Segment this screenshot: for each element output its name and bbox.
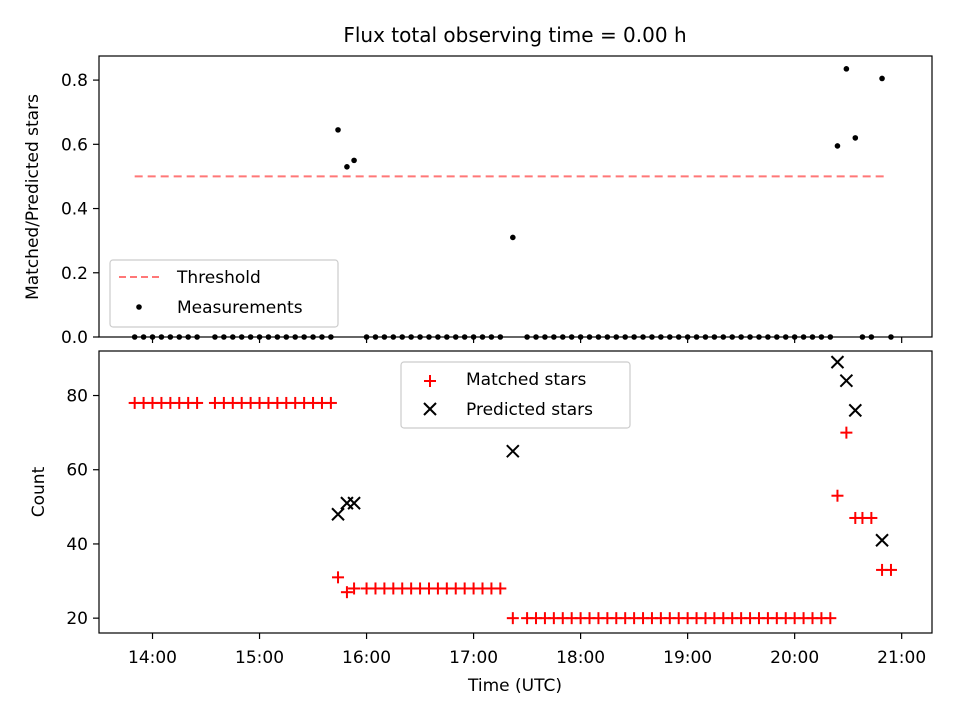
measurement-point [843,66,850,72]
top-panel-flux-ratio: Flux total observing time = 0.00 h Match… [23,23,933,348]
matched-star-point [840,426,853,439]
x-tick-label: 17:00 [449,648,498,668]
top-y-tick-label: 0.0 [61,328,88,348]
x-tick-label: 20:00 [770,648,819,668]
x-tick-label: 19:00 [663,648,712,668]
measurement-point [351,157,357,164]
legend-predicted-swatch [423,402,437,416]
predicted-star-point [331,507,345,521]
top-y-axis-label: Matched/Predicted stars [23,94,43,300]
top-y-tick-label: 0.6 [61,135,88,155]
bottom-y-axis-label: Count [29,466,49,517]
measurement-point [510,234,516,241]
predicted-star-point [839,373,854,388]
bottom-panel-counts: Count Time (UTC) 20 40 60 80 14:00 15:00 16:0… [29,350,933,696]
top-y-tick-label: 0.4 [61,200,88,220]
x-tick-label: 21:00 [877,648,926,668]
predicted-star-point [347,496,361,510]
matched-star-point [191,396,204,409]
predicted-star-point [506,444,520,458]
matched-star-point [865,511,878,524]
bottom-legend: Matched stars Predicted stars [400,361,631,429]
x-tick-label: 14:00 [128,648,177,668]
legend-measurements-swatch [136,304,142,310]
bottom-y-tick-label: 60 [66,461,88,481]
measurement-point [852,135,859,141]
measurement-point [879,75,885,82]
matched-star-point [332,571,345,584]
top-y-tick-label: 0.2 [61,264,88,284]
x-axis-label: Time (UTC) [467,676,562,696]
bottom-y-tick-label: 40 [66,535,88,555]
matched-star-point [340,586,353,599]
matched-star-point [324,396,337,409]
predicted-star-point [830,355,845,369]
bottom-legend-box [400,361,631,429]
bottom-series [128,355,897,625]
x-tick-label: 15:00 [235,648,284,668]
top-legend: Threshold Measurements [109,259,339,328]
legend-matched-swatch [424,375,436,387]
legend-predicted-label: Predicted stars [466,400,593,420]
matched-star-point [506,612,519,625]
matched-star-point [831,489,844,502]
predicted-star-point [875,533,889,547]
measurement-point [344,163,350,170]
matched-star-point [348,582,361,595]
measurement-point [834,143,841,149]
bottom-y-tick-label: 80 [66,387,88,407]
bottom-plot-frame [98,350,933,634]
top-y-tick-label: 0.8 [61,71,88,91]
x-tick-label: 16:00 [342,648,391,668]
measurement-point [335,127,341,133]
top-plot-frame [98,55,933,338]
x-tick-label: 18:00 [556,648,605,668]
legend-threshold-label: Threshold [176,268,261,288]
legend-measurements-label: Measurements [177,298,303,318]
top-y-ticks: 0.0 0.2 0.4 0.6 0.8 [61,71,99,348]
top-legend-box [109,259,339,328]
bottom-y-tick-label: 20 [66,609,88,629]
predicted-star-point [848,403,863,418]
legend-matched-label: Matched stars [466,370,586,390]
chart-title: Flux total observing time = 0.00 h [343,23,686,47]
matched-star-point [824,612,837,625]
bottom-x-ticks: 14:00 15:00 16:00 17:00 18:00 19:00 20:00 21:00 [128,633,926,668]
bottom-y-ticks: 20 40 60 80 [66,387,99,629]
matched-star-point [494,582,507,595]
matched-star-point [884,563,897,576]
